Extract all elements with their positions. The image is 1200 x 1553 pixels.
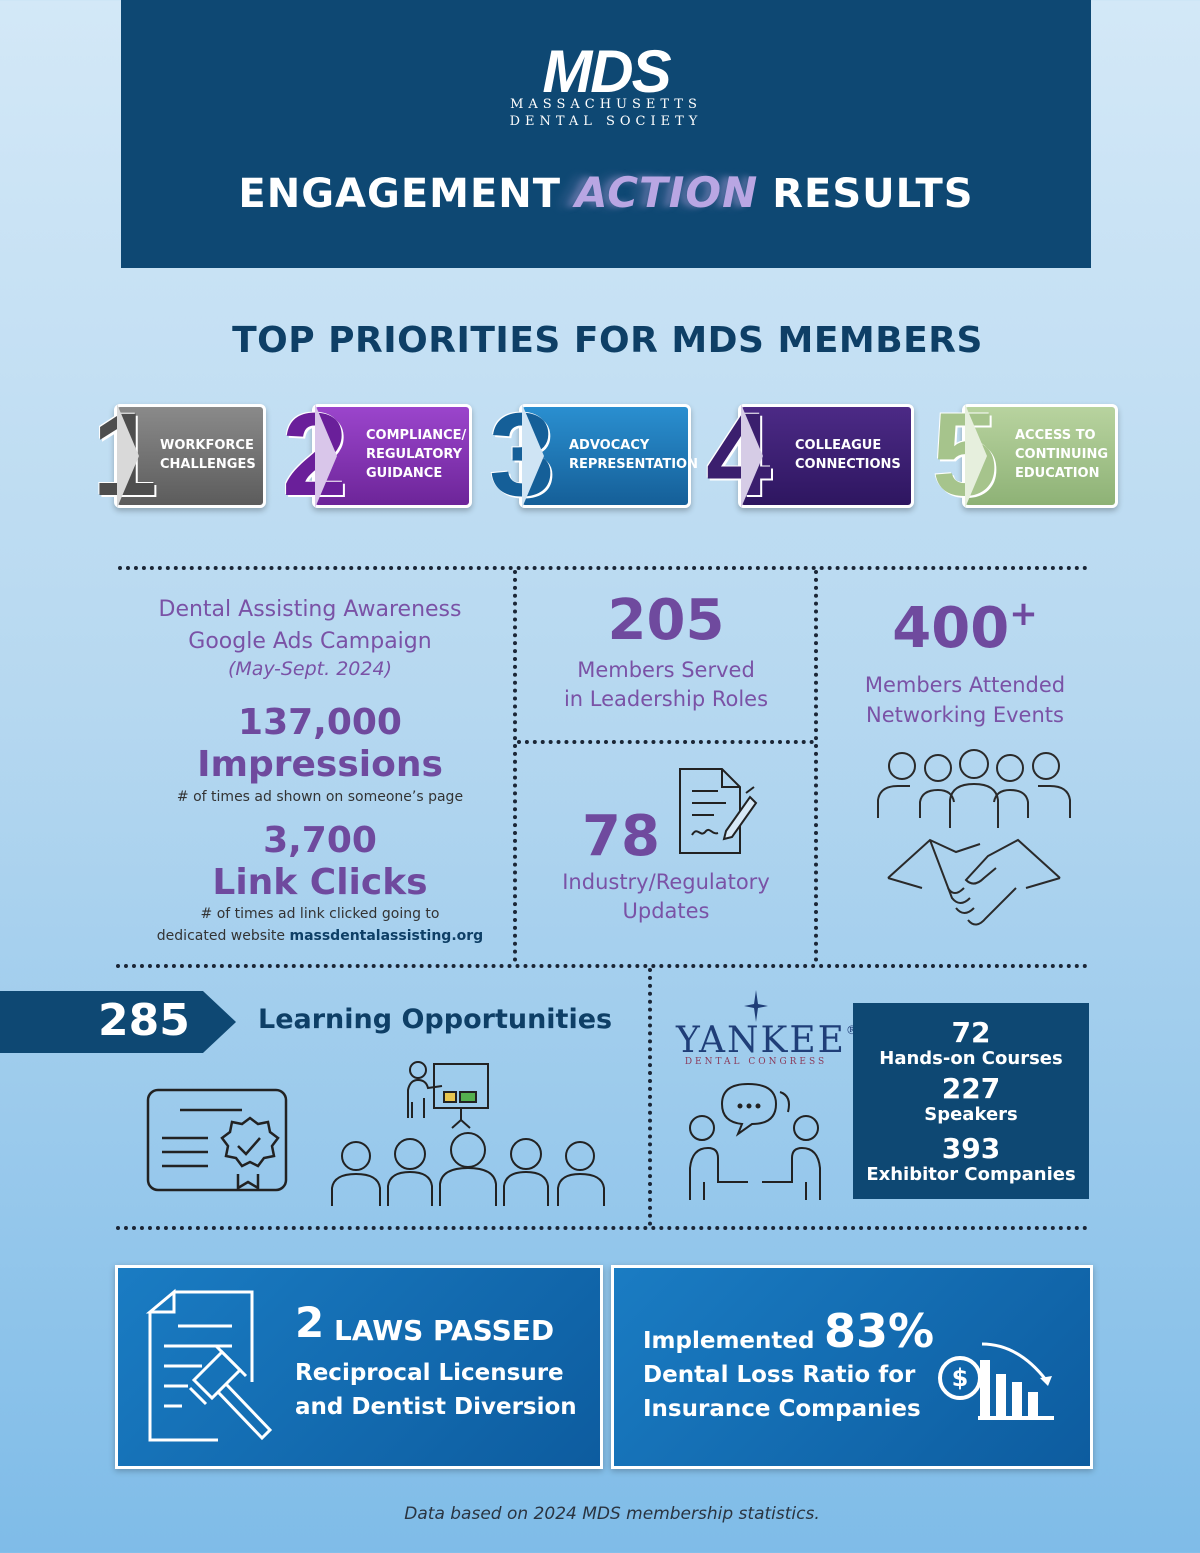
laws-detail-line2: and Dentist Diversion xyxy=(295,1394,577,1420)
networking-value: 400+ xyxy=(892,594,1038,661)
yankee-logo-subtitle: DENTAL CONGRESS xyxy=(684,1057,828,1067)
mds-logo: MDS xyxy=(542,38,671,105)
document-pen-icon xyxy=(679,768,758,854)
headline-right: RESULTS xyxy=(772,171,974,217)
star-icon xyxy=(744,990,768,1022)
laws-title: LAWS PASSED xyxy=(334,1314,555,1347)
website-link: massdentalassisting.org xyxy=(289,928,484,944)
chevron-icon xyxy=(741,404,763,508)
impressions-value: 137,000 xyxy=(238,702,402,743)
priority-label: WORKFORCE CHALLENGES xyxy=(160,438,256,472)
divider-vertical-right xyxy=(814,570,818,962)
conversation-icon xyxy=(689,1082,821,1200)
clicks-value: 3,700 xyxy=(263,820,377,861)
chevron-icon xyxy=(315,404,337,508)
document-gavel-icon xyxy=(145,1288,273,1442)
impressions-note: # of times ad shown on someone’s page xyxy=(176,789,464,805)
priority-label: ACCESS TO CONTINUING EDUCATION xyxy=(1015,428,1108,481)
clicks-note: # of times ad link clicked going to xyxy=(200,906,440,922)
priority-card-5: 5 ACCESS TO CONTINUING EDUCATION xyxy=(932,394,1118,516)
priority-card-bg xyxy=(962,404,1118,508)
chevron-icon xyxy=(117,404,139,508)
priority-card-bg xyxy=(114,404,266,508)
headline: ENGAGEMENT ACTION RESULTS xyxy=(121,168,1091,217)
svg-text:$: $ xyxy=(952,1364,969,1392)
footnote: Data based on 2024 MDS membership statis… xyxy=(404,1504,820,1524)
priority-card-bg xyxy=(738,404,914,508)
learning-banner xyxy=(0,991,236,1053)
loss-ratio-box xyxy=(611,1265,1093,1469)
laws-detail-line1: Reciprocal Licensure xyxy=(295,1360,564,1386)
leadership-label: Members Served in Leadership Roles xyxy=(563,658,769,711)
classroom-audience-icon xyxy=(331,1061,605,1206)
clicks-label: Link Clicks xyxy=(212,862,428,903)
yankee-stats-box xyxy=(853,1003,1089,1199)
divider-vertical-lower xyxy=(648,968,652,1226)
priority-card-bg xyxy=(519,404,691,508)
exhibitors-label: Exhibitor Companies xyxy=(866,1164,1076,1185)
divider-middle xyxy=(517,740,814,744)
priority-card-2: 2 COMPLIANCE/REGULATORY GUIDANCE xyxy=(282,394,472,516)
courses-value: 72 xyxy=(951,1016,991,1049)
priority-card-4: 4 COLLEAGUE CONNECTIONS xyxy=(706,394,914,516)
declining-cost-chart-icon: $ xyxy=(938,1342,1054,1420)
exhibitors-value: 393 xyxy=(941,1132,1001,1165)
yankee-logo: YANKEE® xyxy=(676,1020,858,1061)
ratio-detail-line2: Insurance Companies xyxy=(643,1396,921,1422)
networking-label: Members Attended Networking Events xyxy=(864,673,1066,727)
handshake-group-icon xyxy=(877,749,1071,926)
priorities-title: TOP PRIORITIES FOR MDS MEMBERS xyxy=(232,320,983,361)
priority-card-bg xyxy=(312,404,472,508)
courses-label: Hands-on Courses xyxy=(879,1048,1063,1069)
leadership-value: 205 xyxy=(607,588,725,653)
headline-left: ENGAGEMENT xyxy=(238,171,562,217)
chevron-icon xyxy=(522,404,544,508)
laws-value: 2 xyxy=(295,1298,325,1347)
priority-label: ADVOCACY REPRESENTATION xyxy=(569,438,698,472)
certificate-icon xyxy=(146,1088,288,1192)
clicks-note-website: dedicated website massdentalassisting.or… xyxy=(156,928,484,944)
updates-label: Industry/Regulatory Updates xyxy=(562,870,770,923)
impressions-label: Impressions xyxy=(197,744,443,785)
headline-mid: ACTION xyxy=(575,168,759,217)
speakers-value: 227 xyxy=(941,1072,1001,1105)
learning-value: 285 xyxy=(98,995,190,1046)
divider-lower xyxy=(116,1226,1088,1230)
divider-vertical-left xyxy=(513,570,517,962)
logo-subtitle-line1: MASSACHUSETTS xyxy=(510,97,702,112)
chevron-icon xyxy=(965,404,987,508)
ads-campaign-period: (May-Sept. 2024) xyxy=(228,658,392,680)
ratio-value: 83% xyxy=(824,1304,935,1358)
ads-campaign-title: Dental Assisting Awareness Google Ads Cam… xyxy=(158,597,462,654)
priority-label: COLLEAGUE CONNECTIONS xyxy=(795,438,901,472)
divider-mid-section xyxy=(116,964,1088,968)
updates-value: 78 xyxy=(582,804,660,869)
priority-label: COMPLIANCE/REGULATORY GUIDANCE xyxy=(366,428,467,481)
logo-subtitle-line2: DENTAL SOCIETY xyxy=(509,114,703,129)
ratio-prefix: Implemented xyxy=(643,1328,815,1354)
priority-card-1: 1 WORKFORCE CHALLENGES xyxy=(92,394,267,516)
priority-card-3: 3 ADVOCACY REPRESENTATION xyxy=(489,394,698,516)
divider-top xyxy=(118,566,1088,570)
ratio-detail-line1: Dental Loss Ratio for xyxy=(643,1362,916,1388)
speakers-label: Speakers xyxy=(924,1104,1018,1125)
header-banner: MDS MASSACHUSETTS DENTAL SOCIETY ENGAGEM… xyxy=(121,0,1091,268)
learning-label: Learning Opportunities xyxy=(258,1004,613,1035)
